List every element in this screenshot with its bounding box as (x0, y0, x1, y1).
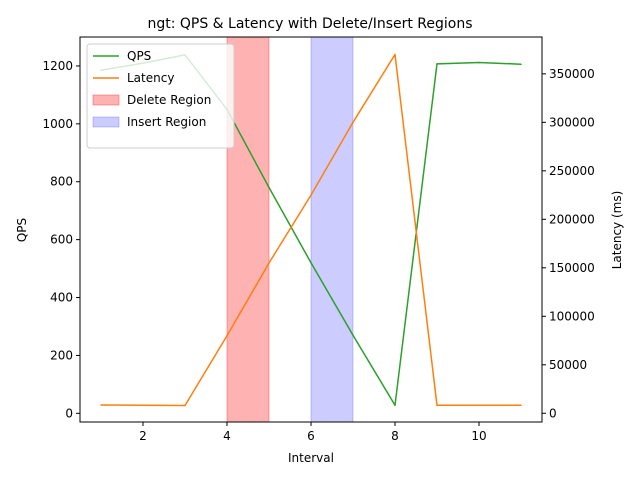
latency-point (352, 121, 354, 124)
latency-point (436, 404, 438, 407)
y-right-tick-label: 0 (549, 406, 557, 420)
delete-region-legend-label: Delete Region (127, 93, 211, 107)
insert-region-legend-swatch (92, 116, 120, 128)
latency-point (268, 262, 270, 264)
x-tick-label: 2 (139, 429, 147, 443)
legend-frame (86, 43, 235, 149)
qps-point (436, 63, 438, 65)
x-axis-label: Interval (288, 451, 334, 465)
qps-point (352, 334, 354, 336)
qps-point (394, 404, 396, 406)
x-tick-label: 6 (307, 429, 315, 443)
insert-region-band (310, 36, 354, 423)
y-left-tick-label: 600 (50, 233, 73, 247)
y-right-tick-label: 50000 (549, 358, 587, 372)
chart-title: ngt: QPS & Latency with Delete/Insert Re… (147, 16, 472, 32)
y-left-tick-label: 1200 (42, 59, 73, 73)
y-right-tick-label: 200000 (549, 212, 595, 226)
qps-point (310, 262, 312, 264)
legend: QPS Latency Delete Region Insert Region (86, 43, 235, 149)
latency-point (184, 404, 186, 407)
y-right-tick-label: 300000 (549, 115, 595, 129)
x-tick-label: 8 (391, 429, 399, 443)
y-right-tick-label: 350000 (549, 67, 595, 81)
qps-point (478, 61, 480, 64)
y-right-tick-label: 250000 (549, 164, 595, 178)
y-right-tick-label: 150000 (549, 261, 595, 275)
qps-legend-label: QPS (127, 49, 151, 63)
latency-legend-label: Latency (127, 71, 174, 85)
latency-point (142, 404, 144, 406)
latency-point (394, 53, 396, 56)
y-right-tick-label: 100000 (549, 309, 595, 323)
region-layer (226, 36, 354, 423)
latency-point (520, 404, 522, 406)
y-left-tick-label: 800 (50, 175, 73, 189)
y-left-tick-label: 0 (65, 406, 73, 420)
latency-point (478, 404, 480, 407)
x-axis: 2 4 6 8 10 (139, 422, 487, 443)
y-axis-right: 0 50000 100000 150000 200000 250000 300000 3500… (542, 67, 595, 420)
latency-point (310, 194, 312, 196)
y-axis-left: 0 200 400 600 800 1000 1200 (42, 59, 80, 420)
y-axis-left-label: QPS (15, 218, 29, 242)
insert-region-legend-label: Insert Region (127, 115, 206, 129)
latency-point (226, 334, 228, 337)
delete-region-legend-swatch (92, 94, 120, 106)
y-left-tick-label: 1000 (42, 117, 73, 131)
x-tick-label: 4 (223, 429, 231, 443)
y-left-tick-label: 400 (50, 291, 73, 305)
latency-point (100, 404, 102, 406)
y-left-tick-label: 200 (50, 348, 73, 362)
x-tick-label: 10 (471, 429, 486, 443)
qps-point (520, 63, 522, 65)
y-axis-right-label: Latency (ms) (610, 191, 624, 270)
qps-point (268, 186, 270, 189)
